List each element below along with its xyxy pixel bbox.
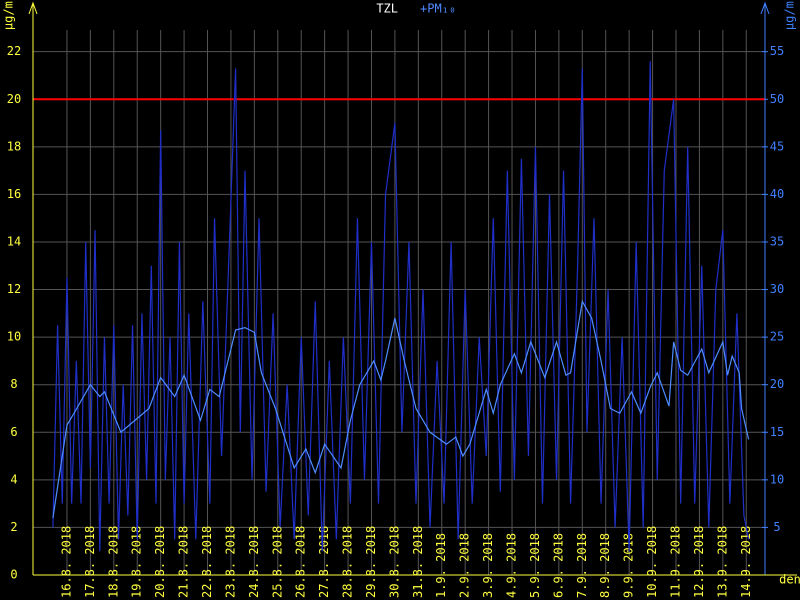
y-unit: µg/m³: [2, 0, 16, 30]
x-tick-label: 3.9. 2018: [481, 533, 495, 598]
legend-entry: +PM₁₀: [420, 2, 456, 16]
data-line: [52, 299, 750, 519]
y-tick-label: 6: [10, 425, 17, 439]
y2-tick-label: 55: [770, 44, 784, 58]
x-tick-label: 6.9. 2018: [551, 533, 565, 598]
x-tick-label: 8.9. 2018: [598, 533, 612, 598]
y2-tick-label: 50: [770, 92, 784, 106]
y-tick-label: 0: [10, 568, 17, 582]
x-tick-label: 17.8. 2018: [83, 526, 97, 598]
y2-tick-label: 35: [770, 234, 784, 248]
x-axis-label: den: [779, 573, 800, 587]
y2-tick-label: 45: [770, 139, 784, 153]
y2-tick-label: 40: [770, 187, 784, 201]
x-tick-label: 2.9. 2018: [458, 533, 472, 598]
y2-tick-label: 30: [770, 282, 784, 296]
x-tick-label: 24.8. 2018: [247, 526, 261, 598]
x-tick-label: 18.8. 2018: [106, 526, 120, 598]
y2-unit: µg/m³: [783, 0, 797, 30]
x-tick-label: 22.8. 2018: [200, 526, 214, 598]
y-tick-label: 12: [7, 282, 21, 296]
y-axis-arrow: [28, 1, 38, 15]
y-tick-label: 8: [10, 377, 17, 391]
x-tick-label: 31.8. 2018: [411, 526, 425, 598]
x-tick-label: 12.9. 2018: [692, 526, 706, 598]
x-tick-label: 5.9. 2018: [528, 533, 542, 598]
x-tick-label: 30.8. 2018: [387, 526, 401, 598]
x-tick-label: 25.8. 2018: [270, 526, 284, 598]
x-tick-label: 20.8. 2018: [153, 526, 167, 598]
x-tick-label: 14.9. 2018: [739, 526, 753, 598]
x-tick-label: 27.8. 2018: [317, 526, 331, 598]
x-tick-label: 28.8. 2018: [341, 526, 355, 598]
y-tick-label: 4: [10, 472, 17, 486]
x-tick-label: 11.9. 2018: [668, 526, 682, 598]
x-tick-label: 13.9. 2018: [715, 526, 729, 598]
y-tick-label: 14: [7, 234, 21, 248]
y-tick-label: 10: [7, 330, 21, 344]
y-tick-label: 16: [7, 187, 21, 201]
y2-tick-label: 15: [770, 425, 784, 439]
x-tick-label: 29.8. 2018: [364, 526, 378, 598]
y-tick-label: 22: [7, 44, 21, 58]
y-tick-label: 20: [7, 92, 21, 106]
chart-title: TZL: [376, 2, 398, 16]
y2-tick-label: 20: [770, 377, 784, 391]
x-tick-label: 10.9. 2018: [645, 526, 659, 598]
x-tick-label: 9.9. 2018: [622, 533, 636, 598]
x-tick-label: 7.9. 2018: [575, 533, 589, 598]
x-tick-label: 23.8. 2018: [223, 526, 237, 598]
data-line: [52, 61, 750, 552]
x-tick-label: 19.8. 2018: [130, 526, 144, 598]
y-tick-label: 2: [10, 520, 17, 534]
x-tick-label: 1.9. 2018: [434, 533, 448, 598]
x-tick-label: 16.8. 2018: [59, 526, 73, 598]
y2-tick-label: 5: [773, 520, 780, 534]
y2-tick-label: 25: [770, 330, 784, 344]
y-tick-label: 18: [7, 139, 21, 153]
x-tick-label: 4.9. 2018: [505, 533, 519, 598]
x-tick-label: 21.8. 2018: [177, 526, 191, 598]
y2-axis-arrow: [760, 1, 770, 15]
y2-tick-label: 10: [770, 472, 784, 486]
x-tick-label: 26.8. 2018: [294, 526, 308, 598]
